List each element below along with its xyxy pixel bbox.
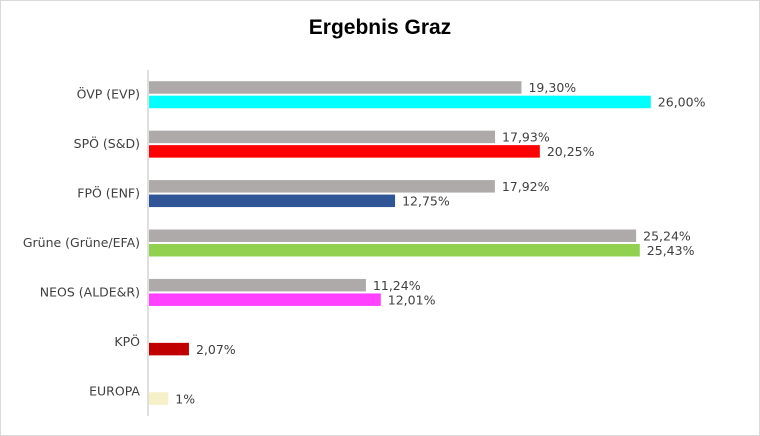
category-label: EUROPA (89, 383, 140, 398)
data-label: 25,24% (643, 229, 691, 244)
data-label: 20,25% (547, 144, 595, 159)
bar-series-2 (149, 194, 396, 208)
category-label: FPÖ (ENF) (77, 185, 140, 201)
chart-title: Ergebnis Graz (308, 16, 452, 39)
data-label: 17,93% (502, 130, 550, 145)
category-label: Grüne (Grüne/EFA) (23, 235, 140, 250)
bar-series-1 (149, 81, 522, 94)
bar-series-1 (149, 130, 496, 144)
data-label: 26,00% (658, 95, 706, 110)
data-label: 25,43% (647, 243, 695, 258)
data-label: 12,01% (388, 292, 436, 307)
bar-series-2 (149, 145, 540, 158)
category-label: KPÖ (114, 333, 140, 349)
bar-series-2 (149, 342, 189, 356)
bar-series-1 (149, 229, 637, 242)
category-label: ÖVP (EVP) (77, 86, 140, 102)
category-label: SPÖ (S&D) (74, 135, 140, 151)
data-label: 2,07% (196, 342, 236, 357)
bar-series-2 (149, 392, 169, 405)
data-label: 1% (175, 391, 195, 406)
bar-series-2 (149, 293, 381, 306)
bar-series-1 (149, 278, 366, 292)
data-label: 17,92% (502, 179, 550, 194)
bar-series-2 (149, 244, 640, 257)
bar-series-2 (149, 95, 651, 109)
bar-series-1 (149, 180, 495, 193)
data-label: 11,24% (373, 278, 421, 293)
category-label: NEOS (ALDE&R) (40, 284, 140, 299)
data-label: 12,75% (402, 194, 450, 209)
data-label: 19,30% (528, 80, 576, 95)
